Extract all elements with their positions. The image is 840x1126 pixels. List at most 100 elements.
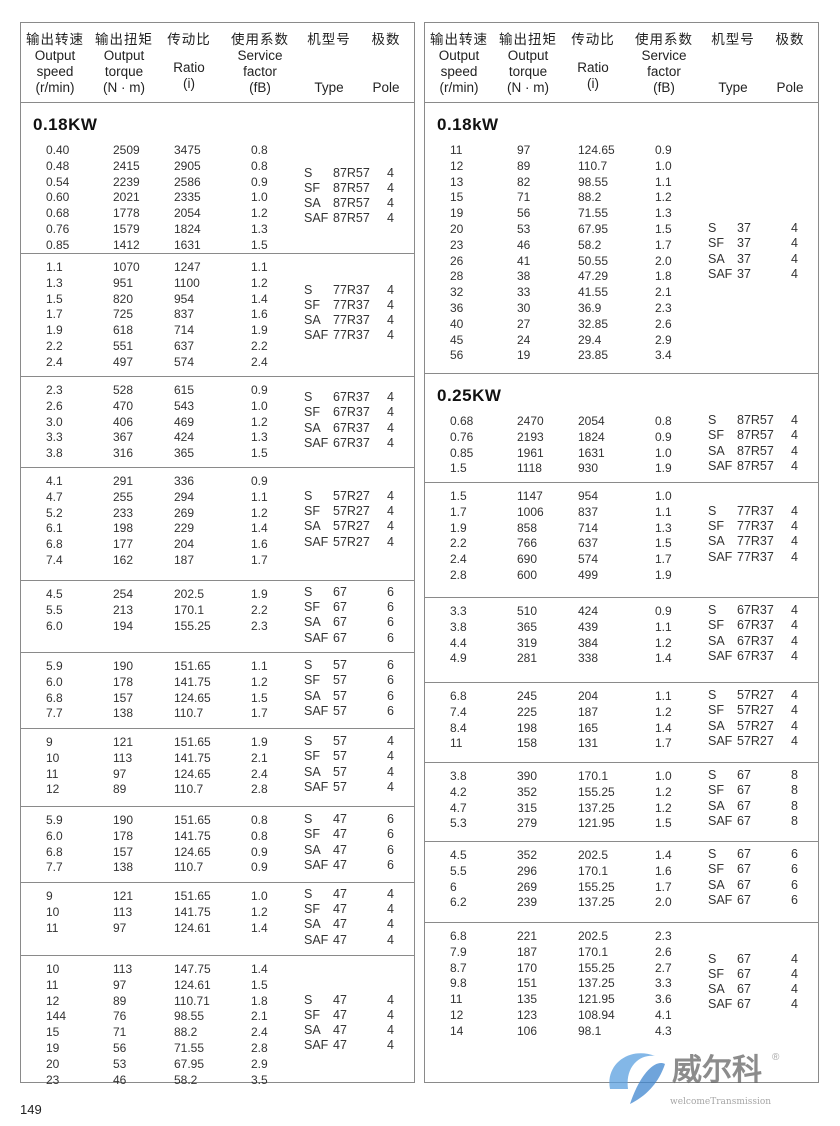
speed-cell: 6.8	[450, 929, 467, 943]
pole-cell: 6	[387, 615, 394, 630]
speed-cell: 20	[450, 221, 464, 236]
service-factor-cell: 1.7	[251, 706, 268, 721]
type-row: SAF 37 4	[425, 267, 818, 282]
table-row: 11 97 124.65 2.4	[21, 767, 414, 783]
type-model: 67	[737, 847, 751, 862]
torque-cell: 1147	[517, 489, 543, 503]
service-factor-cell: 1.5	[251, 237, 268, 252]
table-row: 56 19 23.85 3.4	[425, 348, 818, 364]
type-row: S 67 8	[425, 768, 818, 783]
torque-cell: 510	[517, 604, 538, 618]
pole-cell: 6	[791, 847, 798, 862]
service-factor-cell: 1.0	[251, 190, 268, 205]
column-header-en: Output	[34, 48, 76, 63]
service-factor-cell: 1.3	[251, 221, 268, 236]
pole-cell: 4	[387, 298, 394, 313]
type-prefix: SF	[304, 600, 320, 615]
ratio-cell: 124.61	[174, 977, 211, 992]
torque-cell: 38	[517, 269, 531, 284]
type-prefix: SF	[304, 1008, 320, 1022]
type-model: 67	[333, 585, 347, 600]
rows: 1.1 1070 1247 1.1 1.3 951 1100 1.2 1.5 820 954 1.4 1…	[21, 254, 414, 371]
pole-cell: 4	[387, 1038, 394, 1053]
speed-cell: 23	[450, 237, 464, 252]
type-model: 47	[333, 1023, 347, 1038]
ratio-cell: 67.95	[174, 1056, 205, 1071]
type-model: 57	[333, 779, 347, 794]
left-table-panel: 输出转速 Output speed (r/min) 输出扭矩 Output torque (N…	[20, 22, 415, 1087]
type-model: 87R57	[737, 428, 774, 443]
service-factor-cell: 1.9	[251, 735, 268, 749]
type-prefix: SF	[708, 428, 724, 443]
type-list: S 57R27 4 SF 57R27 4 SA 57R27 4 SAF 57R27 4	[21, 472, 414, 567]
speed-cell: 7.7	[46, 860, 63, 875]
service-factor-cell: 1.2	[251, 505, 268, 520]
type-prefix: SF	[304, 181, 320, 196]
rows: 11 97 124.65 0.9 12 89 110.7 1.0 13 82 98.55 1.1 15 7…	[425, 137, 818, 364]
torque-cell: 151	[517, 976, 538, 991]
table-row: 6.8 221 202.5 2.3	[425, 929, 818, 945]
service-factor-cell: 1.6	[655, 863, 672, 878]
ratio-cell: 615	[174, 383, 195, 397]
pole-cell: 4	[387, 734, 394, 749]
column-header-en: Ratio	[173, 60, 205, 75]
type-row: SF 67 8	[425, 783, 818, 798]
speed-cell: 3.3	[450, 604, 467, 618]
service-factor-cell: 2.1	[251, 1009, 268, 1024]
type-prefix: SAF	[304, 211, 329, 226]
type-row: SAF 67R37 4	[425, 649, 818, 664]
type-model: 57	[333, 764, 347, 779]
type-row: SF 37 4	[425, 236, 818, 251]
table-row: 2.8 600 499 1.9	[425, 568, 818, 584]
type-model: 57	[333, 749, 347, 764]
table-row: 0.76 1579 1824 1.3	[21, 222, 414, 238]
type-list: S 77R37 4 SF 77R37 4 SA 77R37 4 SAF 77R37 4	[21, 258, 414, 369]
table-row: 10 113 147.75 1.4	[21, 962, 414, 978]
service-factor-cell: 2.6	[655, 944, 672, 959]
torque-cell: 97	[517, 143, 531, 157]
speed-cell: 4.5	[46, 587, 63, 601]
type-prefix: SF	[304, 405, 320, 420]
table-row: 2.6 470 543 1.0	[21, 399, 414, 415]
service-factor-cell: 1.1	[655, 504, 672, 519]
service-factor-cell: 1.7	[655, 736, 672, 751]
speed-cell: 19	[46, 1040, 60, 1055]
table-row: 7.7 138 110.7 1.7	[21, 706, 414, 722]
speed-cell: 12	[450, 158, 464, 173]
torque-cell: 177	[113, 537, 134, 552]
type-list: S 67R37 4 SF 67R37 4 SA 67R37 4 SAF 67R37 4	[21, 381, 414, 460]
service-factor-cell: 1.9	[655, 567, 672, 582]
power-heading: 0.25KW	[437, 386, 502, 405]
column-header-cn: 机型号	[307, 32, 351, 47]
speed-cell: 4.9	[450, 651, 467, 666]
ratio-cell: 147.75	[174, 962, 211, 976]
ratio-cell: 930	[578, 461, 599, 476]
service-factor-cell: 1.9	[251, 587, 268, 601]
column-header: 输出扭矩 Output torque (N · m)	[493, 32, 563, 96]
pole-cell: 4	[387, 165, 394, 180]
torque-cell: 170	[517, 960, 538, 975]
column-header-cn: 极数	[775, 32, 805, 47]
type-model: 77R37	[737, 519, 774, 534]
service-factor-cell: 1.0	[655, 769, 672, 783]
speed-cell: 6.1	[46, 521, 63, 536]
torque-cell: 2470	[517, 414, 544, 428]
table-row: 0.48 2415 2905 0.8	[21, 159, 414, 175]
service-factor-cell: 2.3	[655, 929, 672, 943]
type-prefix: SAF	[304, 779, 329, 794]
table-row: 0.85 1961 1631 1.0	[425, 446, 818, 462]
type-row: SF 57 4	[21, 749, 414, 764]
table-row: 23 46 58.2 3.5	[21, 1073, 414, 1089]
torque-cell: 254	[113, 587, 134, 601]
table-row: 7.4 162 187 1.7	[21, 553, 414, 569]
ratio-cell: 187	[174, 552, 195, 567]
type-list: S 57 6 SF 57 6 SA 57 6 SAF 57 6	[21, 657, 414, 720]
column-header: 输出扭矩 Output torque (N · m)	[89, 32, 159, 96]
speed-cell: 4.1	[46, 474, 63, 488]
speed-cell: 0.60	[46, 190, 70, 205]
ratio-cell: 88.2	[578, 190, 602, 205]
service-factor-cell: 1.5	[251, 446, 268, 461]
table-row: 5.9 190 151.65 0.8	[21, 813, 414, 829]
model-group: 9 121 151.65 1.0 10 113 141.75 1.2 11 97 124.61 1.4…	[21, 883, 414, 956]
type-row: SAF 87R57 4	[21, 211, 414, 226]
